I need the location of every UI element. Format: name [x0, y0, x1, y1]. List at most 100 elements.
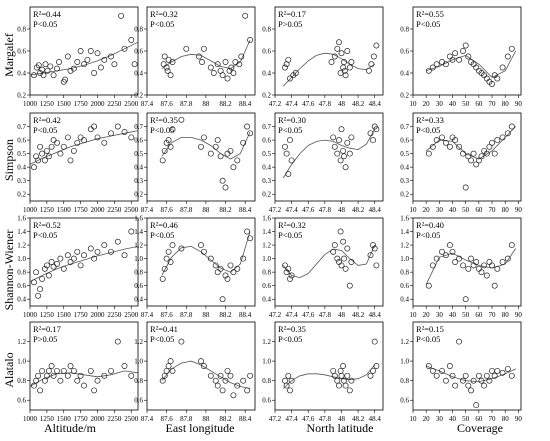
panel-r1c0-ytick-label: 0.7	[17, 123, 26, 131]
panel-r3c2-ytick-label: 0.6	[262, 397, 271, 405]
row-label-margalef: Margalef	[2, 33, 16, 77]
panel-r1c1-xtick-label: 87.8	[180, 206, 193, 214]
panel-r1c1-ytick-label: 0.2	[134, 191, 143, 199]
panel-r1c1-xtick-label: 88.4	[239, 206, 252, 214]
panel-r3c3-point	[470, 377, 477, 384]
panel-r1c3-point	[442, 139, 449, 146]
panel-r2c0-r2-label: R²=0.52	[33, 220, 61, 230]
panel-r1c1-frame	[146, 112, 256, 202]
panel-r0c1-ytick-label: 0.6	[134, 48, 143, 56]
panel-r2c3-xtick-label: 70	[489, 311, 497, 319]
panel-r3c1-xtick-label: 87.8	[180, 415, 193, 423]
panel-r2c3-ytick-label: 1.6	[400, 215, 409, 223]
panel-r2c1-point	[217, 265, 224, 272]
panel-r3c0-xtick-label: 1250	[40, 415, 55, 423]
panel-r1c1-ytick-label: 0.7	[134, 123, 143, 131]
panel-r2c2-xtick-label: 48.2	[352, 311, 365, 319]
panel-r2c2-point	[287, 275, 293, 282]
panel-r1c1-point	[161, 147, 168, 154]
panel-r1c2-xtick-label: 48	[338, 206, 346, 214]
panel-r0c1-point	[161, 53, 168, 60]
panel-r2c2-point	[373, 262, 380, 269]
panel-r1c2-xtick-label: 48.2	[352, 206, 365, 214]
panel-r1c2-frame	[274, 112, 384, 202]
panel-r0c0-xtick-label: 1500	[57, 100, 72, 108]
panel-r3c1-xtick-label: 88.4	[239, 415, 252, 423]
panel-r1c0-point	[31, 164, 37, 171]
panel-r2c1-ytick-label: 1.4	[134, 228, 143, 236]
panel-r3c3-xtick-label: 20	[423, 415, 431, 423]
panel-r0c2-point	[341, 59, 347, 65]
panel-r1c1-point	[244, 123, 251, 130]
panel-r1c1-point	[200, 134, 207, 141]
panel-r0c3-xtick-label: 20	[423, 100, 431, 108]
panel-r1c1-ytick-label: 0.6	[134, 137, 143, 145]
panel-r2c1-ytick-label: 0.4	[134, 296, 143, 304]
panel-r3c1-xtick-label: 88.2	[219, 415, 232, 423]
panel-r0c3-xtick-label: 60	[475, 100, 483, 108]
panel-r3c2-frame	[274, 321, 384, 411]
panel-r1c0-point	[41, 157, 48, 164]
panel-r3c3-point	[468, 387, 474, 394]
panel-r1c1-point	[219, 177, 226, 184]
panel-r1c3-ytick-label: 0.5	[400, 150, 409, 158]
panel-r0c0-point	[87, 48, 94, 54]
panel-r1c1-point	[167, 143, 174, 150]
panel-r3c2-point	[282, 377, 288, 384]
panel-r3c0-point	[114, 338, 121, 345]
panel-r0c3-point	[499, 64, 506, 71]
panel-r1c0: 1000 1250 1500 1750 2000 2250 2500 0.2 0.3 0.4 0.5…	[17, 112, 139, 214]
panel-r2c0-point	[37, 286, 44, 293]
panel-r1c2-point	[330, 134, 337, 141]
panel-r1c2-point	[288, 157, 295, 164]
panel-r2c1-ytick-label: 1.6	[134, 215, 143, 223]
panel-r2c1-point	[222, 272, 229, 279]
panel-r2c2-frame	[274, 217, 384, 307]
panel-r2c2-point	[288, 272, 295, 279]
panel-r2c0-point	[77, 262, 84, 269]
panel-r0c2-xtick-label: 48.2	[352, 100, 365, 108]
panel-r3c1-point	[217, 372, 224, 379]
panel-r0c2-point	[346, 64, 353, 71]
panel-r0c1-point	[167, 72, 174, 79]
panel-r1c1-fit-curve	[161, 131, 251, 160]
panel-r1c3-point	[462, 184, 469, 191]
panel-r3c0-ytick-label: 0.6	[17, 397, 26, 405]
panel-r2c2-r2-label: R²=0.32	[278, 220, 306, 230]
panel-r1c2-point	[348, 134, 355, 141]
panel-r2c1-r2-label: R²=0.46	[150, 220, 178, 230]
panel-r3c0-xtick-label: 2250	[107, 415, 122, 423]
panel-r0c2-point	[285, 56, 292, 63]
panel-r0c3-p-label: P<0.05	[416, 19, 440, 29]
panel-r2c1-point	[198, 242, 204, 249]
panel-r2c3-point	[429, 262, 436, 269]
panel-r1c3-point	[508, 123, 515, 130]
panel-r1c2-point	[340, 147, 347, 154]
panel-r3c3-fit-curve	[426, 365, 516, 383]
panel-r1c0-point	[45, 153, 52, 160]
panel-r2c1-xtick-label: 88	[202, 311, 210, 319]
panel-r2c3-point	[489, 262, 495, 269]
panel-r3c0-point	[128, 372, 135, 379]
panel-r0c0-point	[121, 45, 128, 52]
panel-r1c0-point	[43, 147, 50, 154]
panel-r3c2-fit-curve	[283, 364, 376, 389]
panel-r2c2-point	[342, 265, 349, 272]
panel-r0c3-xtick-label: 50	[462, 100, 470, 108]
panel-r3c3-point	[429, 367, 436, 374]
panel-r0c3-xtick-label: 30	[436, 100, 444, 108]
panel-r0c0-ytick-label: 0.6	[17, 48, 26, 56]
panel-r1c2-point	[331, 143, 338, 150]
panel-r3c3-xtick-label: 90	[515, 415, 523, 423]
panel-r3c0-point	[48, 363, 55, 369]
panel-r1c0-ytick-label: 0.3	[17, 177, 26, 185]
panel-r3c3-p-label: P<0.05	[416, 334, 440, 344]
panel-r3c0-point	[91, 387, 98, 394]
panel-r0c3-xtick-label: 80	[502, 100, 510, 108]
panel-r3c2-r2-label: R²=0.35	[278, 324, 306, 334]
panel-r1c1-point	[165, 137, 172, 144]
panel-r3c3: 10 20 30 40 50 60 70 80 90 0.6 0.8 1.0 1.2 R²=0.15P<0…	[400, 321, 523, 423]
panel-r1c3-frame	[412, 112, 522, 202]
panel-r1c2-xtick-label: 47.8	[319, 206, 332, 214]
panel-r3c1-p-label: P<0.05	[150, 334, 174, 344]
